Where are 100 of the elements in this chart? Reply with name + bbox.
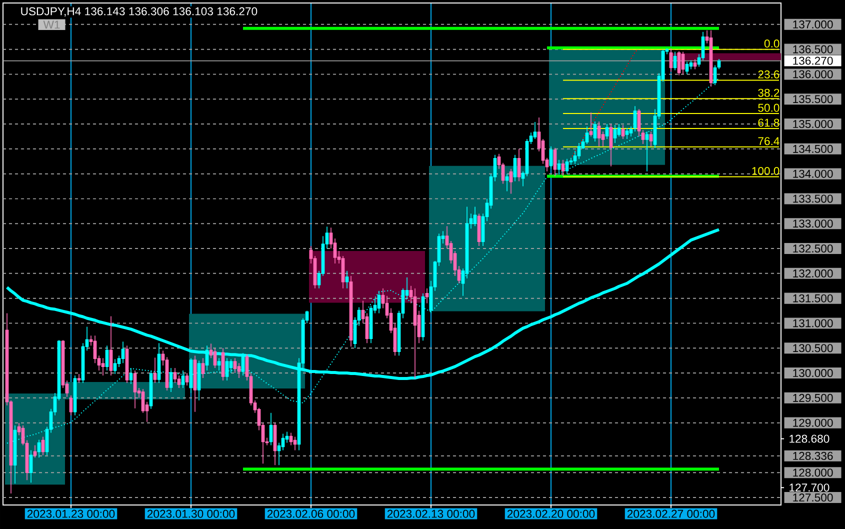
candlestick — [189, 358, 193, 394]
candlestick — [169, 368, 173, 392]
candlestick — [269, 412, 273, 446]
candlestick — [421, 292, 425, 342]
candlestick — [345, 270, 349, 289]
ref-line-label: 130.500 — [793, 344, 833, 352]
x-tick-label: 2023.01.23 00:00 — [27, 510, 115, 518]
chart-title: USDJPY,H4 136.143 136.306 136.103 136.270 — [21, 7, 258, 17]
candlestick — [425, 288, 429, 304]
series-label: 100.0 — [752, 167, 780, 176]
series-label: 23.6 — [758, 70, 780, 78]
ref-line-label: 136.000 — [793, 70, 833, 78]
candlestick — [349, 276, 353, 348]
candlestick — [77, 374, 81, 384]
candlestick — [605, 124, 609, 140]
candlestick — [101, 358, 105, 376]
series-label: 0.0 — [764, 40, 780, 48]
x-tick-label: 2023.01.30 00:00 — [147, 510, 235, 518]
candlestick — [565, 158, 569, 174]
candlestick — [709, 30, 713, 88]
candlestick — [221, 348, 225, 381]
candlestick — [557, 159, 561, 176]
x-tick-label: 2023.02.20 00:00 — [507, 510, 595, 518]
series-label: 38.2 — [758, 88, 780, 97]
ref-line-label: 135.500 — [793, 95, 833, 104]
ref-line-label: 136.500 — [793, 45, 833, 54]
ref-line-label: 129.500 — [793, 394, 833, 402]
candlestick — [609, 124, 613, 167]
candlestick — [109, 316, 113, 376]
ref-line-label: 128.336 — [793, 452, 833, 460]
candlestick — [149, 370, 153, 410]
candlestick — [669, 48, 673, 72]
series-label: 50.0 — [758, 104, 780, 112]
annotation: W1 — [43, 20, 60, 29]
candlestick — [717, 58, 721, 70]
candlestick — [685, 61, 689, 75]
candlestick — [241, 352, 245, 376]
ref-line-label: 135.000 — [793, 120, 833, 128]
candlestick — [693, 58, 697, 70]
candlestick — [153, 357, 157, 384]
y-tick-label: 128.680 — [790, 434, 830, 443]
candlestick — [201, 358, 205, 378]
x-tick-label: 2023.02.06 00:00 — [267, 510, 355, 518]
candlestick — [69, 395, 73, 416]
candlestick — [613, 124, 617, 144]
candlestick — [593, 121, 597, 142]
candlestick — [73, 375, 77, 416]
ref-line-label: 137.000 — [793, 20, 833, 28]
candlestick — [273, 422, 277, 466]
candlestick — [133, 370, 137, 409]
y-tick-label: 127.700 — [790, 484, 830, 492]
x-tick-label: 2023.02.13 00:00 — [387, 510, 475, 518]
candlestick — [517, 148, 521, 182]
candlestick — [645, 131, 649, 172]
ref-line-label: 131.000 — [793, 319, 833, 328]
candlestick — [553, 148, 557, 177]
candlestick — [641, 130, 645, 144]
ref-line-label: 136.270 — [793, 56, 833, 65]
candlestick — [673, 51, 677, 71]
candlestick — [217, 358, 221, 371]
candlestick — [129, 368, 133, 384]
candlestick — [589, 112, 593, 137]
candlestick — [597, 121, 601, 147]
candlestick — [625, 128, 629, 140]
ref-line-label: 134.500 — [793, 144, 833, 153]
ref-line-label: 132.000 — [793, 269, 833, 278]
ref-line-label: 130.000 — [793, 369, 833, 378]
ref-line-label: 129.000 — [793, 418, 833, 427]
candlestick — [193, 355, 197, 412]
series-label: 61.8 — [758, 118, 780, 127]
candlestick — [185, 372, 189, 386]
candlestick — [513, 154, 517, 182]
candlestick — [37, 439, 41, 458]
candlestick — [205, 345, 209, 371]
candlestick — [197, 360, 201, 401]
ref-line-label: 127.500 — [793, 494, 833, 502]
ref-line-label: 131.500 — [793, 294, 833, 302]
candlestick — [633, 106, 637, 132]
candlestick — [649, 131, 653, 147]
candlestick — [121, 341, 125, 364]
candlestick — [413, 288, 417, 379]
candlestick — [157, 342, 161, 384]
candlestick — [289, 432, 293, 446]
candlestick — [549, 146, 553, 170]
candlestick — [629, 126, 633, 137]
candlestick — [213, 348, 217, 368]
candlestick — [477, 213, 481, 246]
ref-line-label: 128.000 — [793, 468, 833, 477]
candlestick — [41, 436, 45, 456]
candlestick — [681, 51, 685, 75]
candlestick — [113, 358, 117, 374]
candlestick — [505, 173, 509, 192]
candlestick — [377, 290, 381, 314]
candlestick — [621, 124, 625, 140]
candlestick — [473, 206, 477, 227]
candlestick — [509, 168, 513, 194]
candlestick — [293, 436, 297, 451]
x-tick-label: 2023.02.27 00:00 — [627, 510, 715, 518]
ref-line-label: 133.500 — [793, 194, 833, 203]
candlestick — [225, 358, 229, 381]
